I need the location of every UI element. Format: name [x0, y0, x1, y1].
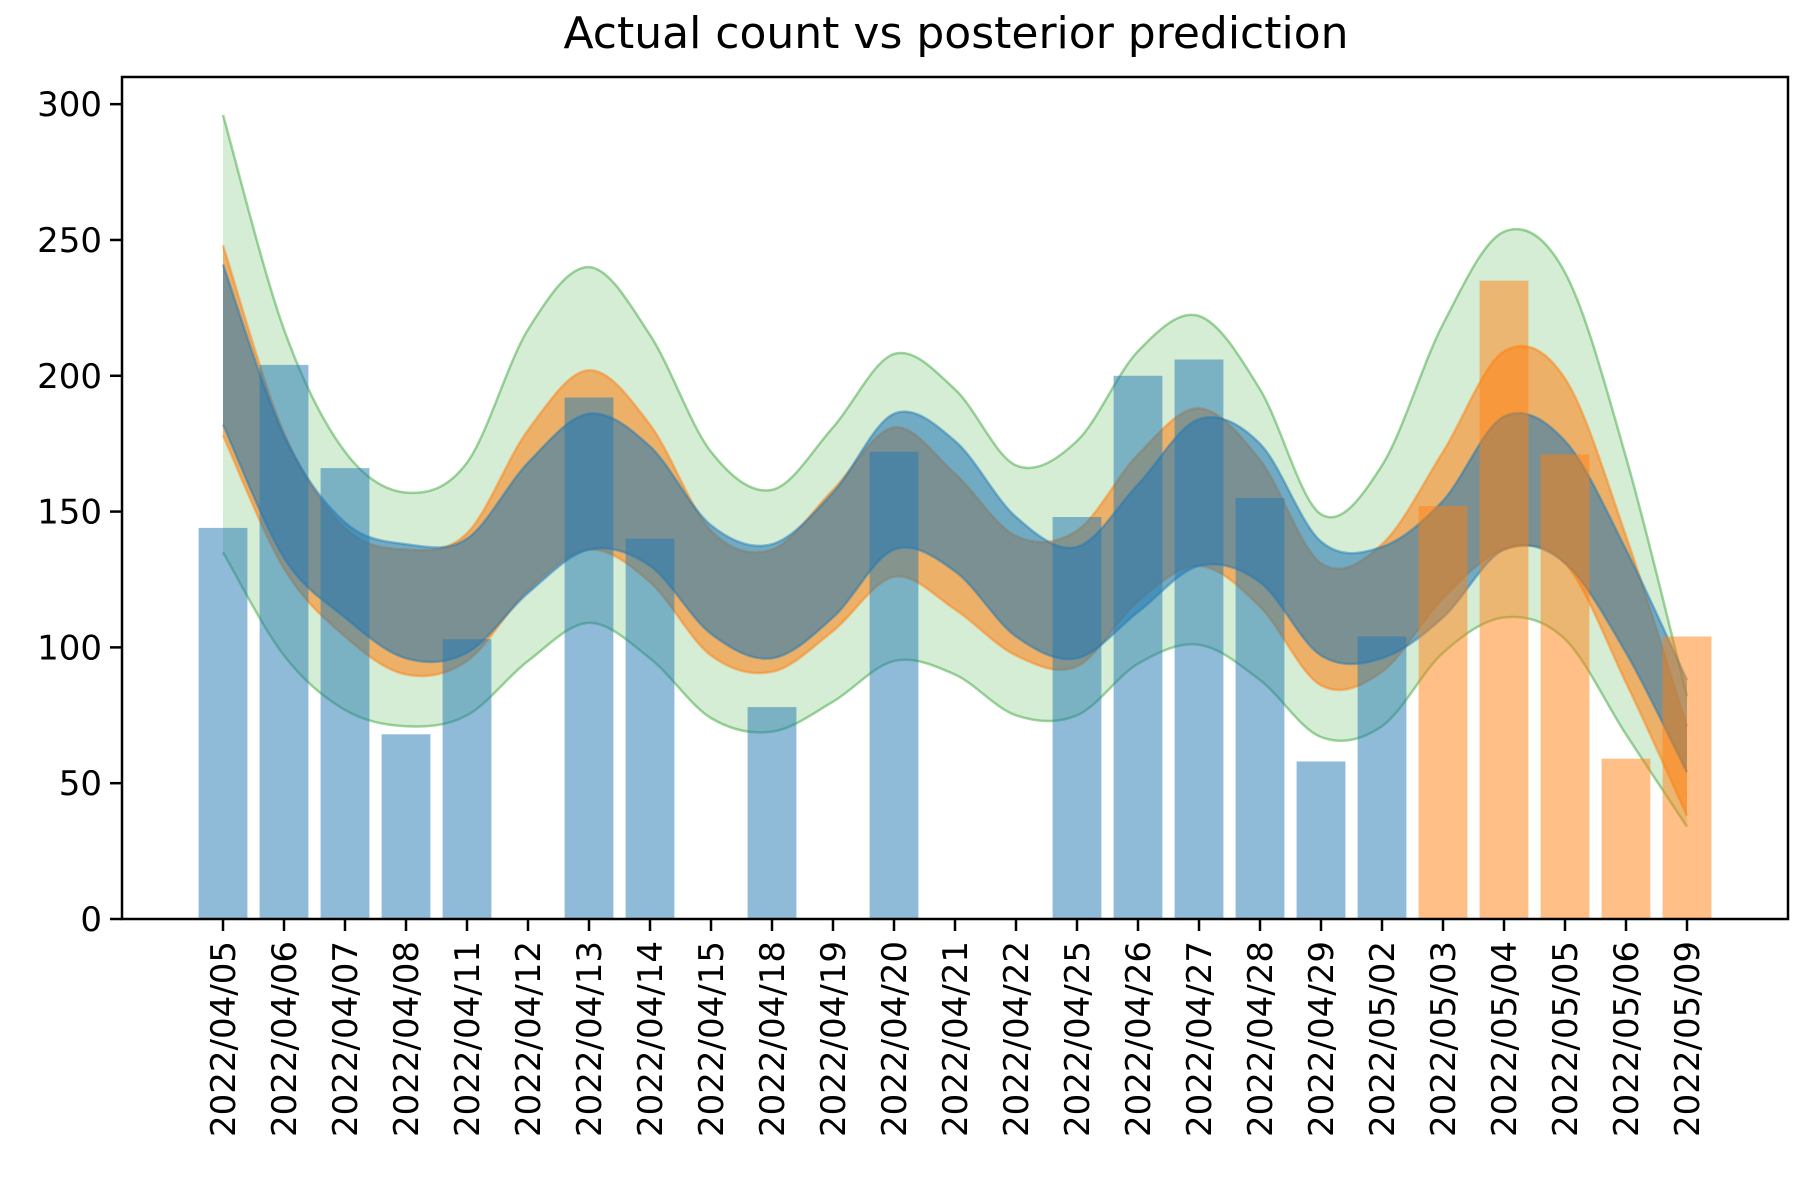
y-tick-label: 250 — [37, 221, 102, 261]
bar-2022-05-05 — [1540, 454, 1590, 919]
x-tick-label: 2022/05/03 — [1424, 941, 1464, 1137]
x-tick-label: 2022/05/06 — [1607, 941, 1647, 1137]
x-tick-label: 2022/04/05 — [204, 941, 244, 1137]
x-tick-label: 2022/04/22 — [997, 941, 1037, 1137]
band-upper-line-0 — [221, 114, 1689, 697]
x-tick-label: 2022/04/06 — [265, 941, 305, 1137]
bar-2022-05-06 — [1601, 758, 1651, 919]
x-tick-label: 2022/05/05 — [1546, 941, 1586, 1137]
x-tick-label: 2022/04/08 — [387, 941, 427, 1137]
x-tick-label: 2022/05/02 — [1363, 941, 1403, 1137]
plot-frame — [120, 75, 1790, 921]
band-upper-line-2 — [221, 263, 1689, 681]
bar-2022-04-27 — [1174, 359, 1224, 919]
x-tick-label: 2022/04/27 — [1180, 941, 1220, 1137]
y-tick-label: 300 — [37, 85, 102, 125]
x-tick-label: 2022/04/19 — [814, 941, 854, 1137]
x-tick-label: 2022/04/25 — [1058, 941, 1098, 1137]
bar-2022-05-04 — [1479, 280, 1529, 919]
bar-2022-05-09 — [1662, 636, 1712, 919]
x-tick-label: 2022/04/29 — [1302, 941, 1342, 1137]
y-axis: 0 50 100 150 200 250 300 — [37, 85, 122, 940]
x-tick-label: 2022/04/11 — [448, 941, 488, 1137]
bar-2022-04-11 — [442, 639, 492, 919]
x-tick-label: 2022/05/09 — [1668, 941, 1708, 1137]
bar-2022-05-03 — [1418, 506, 1468, 919]
bar-2022-04-20 — [869, 451, 919, 919]
bar-2022-04-07 — [320, 468, 370, 919]
x-tick-label: 2022/04/14 — [631, 941, 671, 1137]
bar-2022-04-08 — [381, 734, 431, 919]
bar-2022-04-29 — [1296, 761, 1346, 919]
x-axis: 2022/04/05 2022/04/06 2022/04/07 2022/04/08… — [204, 919, 1708, 1137]
chart-title: Actual count vs posterior prediction — [563, 8, 1348, 59]
x-tick-label: 2022/04/12 — [509, 941, 549, 1137]
y-tick-label: 200 — [37, 357, 102, 397]
bar-2022-04-28 — [1235, 498, 1285, 919]
y-tick-label: 150 — [37, 493, 102, 533]
bar-2022-04-25 — [1052, 517, 1102, 919]
band-area-2 — [223, 264, 1687, 773]
bar-2022-04-14 — [625, 538, 675, 919]
x-tick-label: 2022/04/13 — [570, 941, 610, 1137]
y-tick-label: 100 — [37, 628, 102, 668]
x-tick-label: 2022/04/18 — [753, 941, 793, 1137]
x-tick-label: 2022/04/21 — [936, 941, 976, 1137]
x-tick-label: 2022/04/07 — [326, 941, 366, 1137]
bar-2022-04-18 — [747, 707, 797, 919]
x-tick-label: 2022/04/26 — [1119, 941, 1159, 1137]
bar-2022-04-26 — [1113, 375, 1163, 919]
bar-2022-04-06 — [259, 364, 309, 919]
y-tick-label: 0 — [80, 900, 102, 940]
bar-2022-05-02 — [1357, 636, 1407, 919]
y-tick-label: 50 — [59, 764, 102, 804]
x-tick-label: 2022/04/28 — [1241, 941, 1281, 1137]
x-tick-label: 2022/04/15 — [692, 941, 732, 1137]
bar-2022-04-05 — [198, 527, 248, 919]
x-tick-label: 2022/05/04 — [1485, 941, 1525, 1137]
bars — [198, 280, 1712, 919]
x-tick-label: 2022/04/20 — [875, 941, 915, 1137]
bar-2022-04-13 — [564, 397, 614, 919]
